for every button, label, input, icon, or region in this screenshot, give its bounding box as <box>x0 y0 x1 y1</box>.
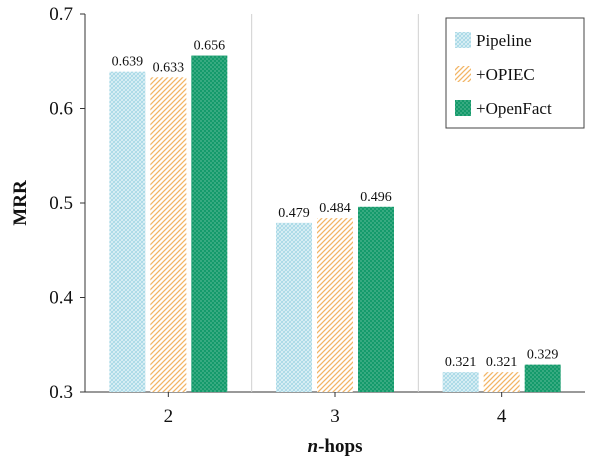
legend-swatch-openfact <box>455 100 471 116</box>
data-label: 0.656 <box>194 39 226 54</box>
data-label: 0.496 <box>360 190 392 205</box>
x-axis-title-rest: -hops <box>318 436 362 457</box>
legend-label: +OPIEC <box>476 65 535 84</box>
data-label: 0.329 <box>527 348 559 363</box>
bar-openfact-4 <box>524 364 561 392</box>
x-tick-label: 2 <box>164 406 174 427</box>
y-axis-ticks: 0.3 0.4 0.5 0.6 0.7 <box>49 4 85 403</box>
bar-opiec-2 <box>150 77 187 392</box>
y-tick-label: 0.4 <box>49 288 73 309</box>
x-axis-title: n-hops <box>308 436 363 457</box>
x-tick-label: 3 <box>330 406 340 427</box>
legend: Pipeline +OPIEC +OpenFact <box>445 17 585 129</box>
y-axis-title: MRR <box>10 180 31 226</box>
x-axis-title-italic: n <box>308 436 319 457</box>
data-label: 0.484 <box>319 201 351 216</box>
legend-label: Pipeline <box>476 31 532 50</box>
legend-swatch-opiec <box>455 66 471 82</box>
y-tick-label: 0.6 <box>49 99 73 120</box>
bar-openfact-2 <box>191 55 228 393</box>
y-tick-label: 0.3 <box>49 382 73 403</box>
x-axis-ticks: 2 3 4 <box>164 392 507 427</box>
data-label: 0.321 <box>445 355 477 370</box>
data-label: 0.639 <box>112 55 144 70</box>
bar-openfact-3 <box>358 206 394 392</box>
bar-pipeline-2 <box>109 71 146 393</box>
data-label: 0.633 <box>153 60 185 75</box>
bars-group <box>109 55 561 393</box>
bar-pipeline-3 <box>276 222 312 392</box>
bar-opiec-4 <box>483 372 520 392</box>
legend-label: +OpenFact <box>476 99 552 118</box>
category-separators <box>251 14 419 392</box>
bar-pipeline-4 <box>442 372 479 392</box>
data-label: 0.321 <box>486 355 518 370</box>
x-tick-label: 4 <box>497 406 507 427</box>
data-label: 0.479 <box>278 206 310 221</box>
y-tick-label: 0.7 <box>49 4 73 25</box>
y-tick-label: 0.5 <box>49 193 73 214</box>
bar-opiec-3 <box>317 218 353 392</box>
data-labels-group: 0.639 0.633 0.656 0.479 0.484 0.496 0.321 0.321… <box>112 39 559 371</box>
legend-swatch-pipeline <box>455 32 471 48</box>
